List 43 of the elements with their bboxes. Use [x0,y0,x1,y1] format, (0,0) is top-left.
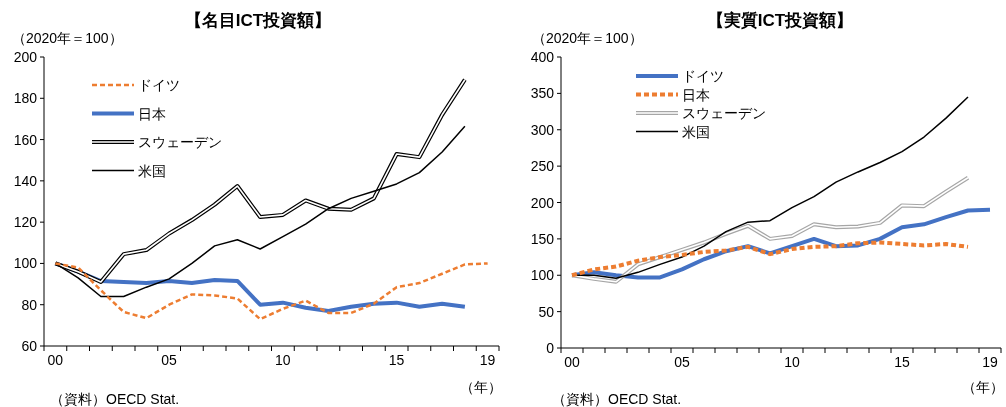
y-tick-label: 400 [530,49,555,65]
y-tick-label: 150 [530,230,555,247]
legend-label: 米国 [138,162,166,179]
y-tick-label: 160 [13,131,38,148]
y-axis-title: （2020年＝100） [12,30,123,46]
y-tick-label: 120 [13,214,38,231]
text: （資料）OECD Stat. [552,391,682,407]
legend-label: ドイツ [138,77,180,93]
y-tick-label: 50 [538,303,555,320]
x-tick-label: 05 [161,352,178,368]
x-tick-label: 19 [479,352,496,368]
x-tick-label: 00 [47,352,64,368]
x-tick-label: 19 [982,354,998,370]
x-tick-label: 15 [388,352,405,368]
x-tick-label: 10 [784,354,800,370]
y-tick-label: 60 [21,338,38,354]
x-axis-title: （年） [962,379,1004,395]
legend-label: 米国 [682,123,710,140]
y-tick-label: 180 [13,90,38,107]
y-tick-label: 350 [530,85,555,102]
y-tick-label: 200 [530,194,555,211]
y-tick-label: 100 [13,255,38,272]
y-tick-label: 140 [13,172,38,189]
text: （資料）OECD Stat. [50,391,180,407]
x-tick-label: 05 [674,354,690,370]
legend-label: 日本 [138,105,166,122]
legend-label: スウェーデン [138,134,222,150]
chart-title: 【名目ICT投資額】 [184,11,332,30]
x-tick-label: 00 [564,354,580,370]
x-axis-title: （年） [460,379,502,395]
y-tick-label: 80 [21,296,38,313]
y-tick-label: 200 [13,49,38,65]
y-tick-label: 250 [530,158,555,175]
x-tick-label: 15 [894,354,910,370]
y-tick-label: 100 [530,267,555,284]
y-tick-label: 0 [546,340,555,356]
legend-label: 日本 [682,86,710,103]
y-axis-title: （2020年＝100） [532,30,643,46]
y-tick-label: 300 [530,121,555,138]
x-tick-label: 10 [275,352,291,368]
legend-label: ドイツ [682,68,724,84]
legend-label: スウェーデン [682,105,766,121]
chart-title: 【実質ICT投資額】 [706,11,854,30]
